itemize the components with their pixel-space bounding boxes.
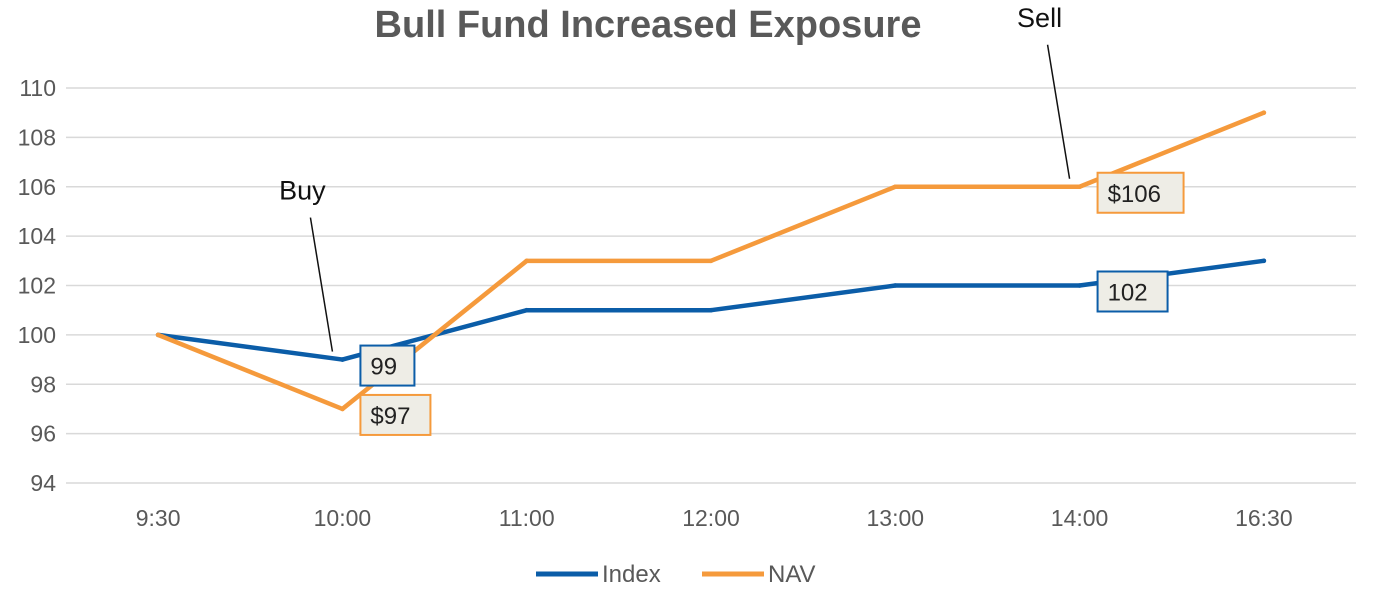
data-point	[708, 258, 714, 264]
data-point	[1077, 283, 1082, 288]
data-label: $106	[1108, 181, 1161, 208]
x-tick-label: 16:30	[1235, 505, 1293, 531]
data-point	[1077, 184, 1082, 190]
data-point	[524, 258, 530, 264]
x-tick-label: 11:00	[499, 505, 555, 531]
annotation-buy: Buy	[279, 176, 326, 206]
y-tick-label: 106	[18, 174, 56, 200]
data-label-box	[1096, 270, 1169, 313]
annotation-sell: Sell	[1017, 3, 1062, 33]
y-tick-label: 102	[18, 273, 56, 299]
x-tick-label: 10:00	[314, 505, 372, 531]
data-point	[1261, 110, 1267, 115]
data-point	[155, 332, 161, 338]
data-label-box	[1096, 171, 1185, 214]
data-label-box	[359, 393, 432, 436]
y-tick-label: 110	[19, 75, 56, 101]
y-tick-label: 96	[30, 421, 56, 447]
y-tick-label: 94	[30, 470, 56, 496]
chart-title: Bull Fund Increased Exposure	[374, 4, 922, 46]
data-point	[892, 184, 898, 190]
data-point	[892, 283, 898, 288]
annotation-leader-line	[309, 217, 334, 352]
data-point	[1261, 258, 1267, 264]
data-labels: 99 $97 $106 102	[359, 171, 1185, 436]
y-axis-ticks: 94 96 98 100 102 104 106 108 110	[18, 75, 57, 496]
x-tick-label: 14:00	[1051, 505, 1109, 531]
legend: Index NAV	[536, 561, 816, 588]
data-point	[340, 357, 345, 362]
data-label: 99	[370, 354, 397, 381]
data-label-box	[359, 344, 416, 387]
y-tick-label: 108	[18, 124, 56, 150]
x-tick-label: 12:00	[682, 505, 740, 531]
data-point	[708, 307, 714, 313]
y-tick-label: 100	[18, 322, 56, 348]
annotation-leader-line	[1046, 44, 1071, 179]
series-lines	[155, 110, 1267, 412]
annotations: Buy Sell	[279, 3, 1071, 352]
x-tick-label: 9:30	[136, 505, 181, 531]
data-label: 102	[1108, 280, 1148, 307]
y-tick-label: 104	[18, 223, 57, 249]
legend-label-nav: NAV	[768, 561, 816, 588]
data-point	[524, 307, 530, 313]
legend-label-index: Index	[602, 561, 661, 588]
data-label: $97	[370, 403, 410, 430]
x-tick-label: 13:00	[867, 505, 925, 531]
y-tick-label: 98	[30, 371, 56, 397]
x-axis-ticks: 9:30 10:00 11:00 12:00 13:00 14:00 16:30	[136, 505, 1293, 531]
data-point	[340, 406, 345, 412]
